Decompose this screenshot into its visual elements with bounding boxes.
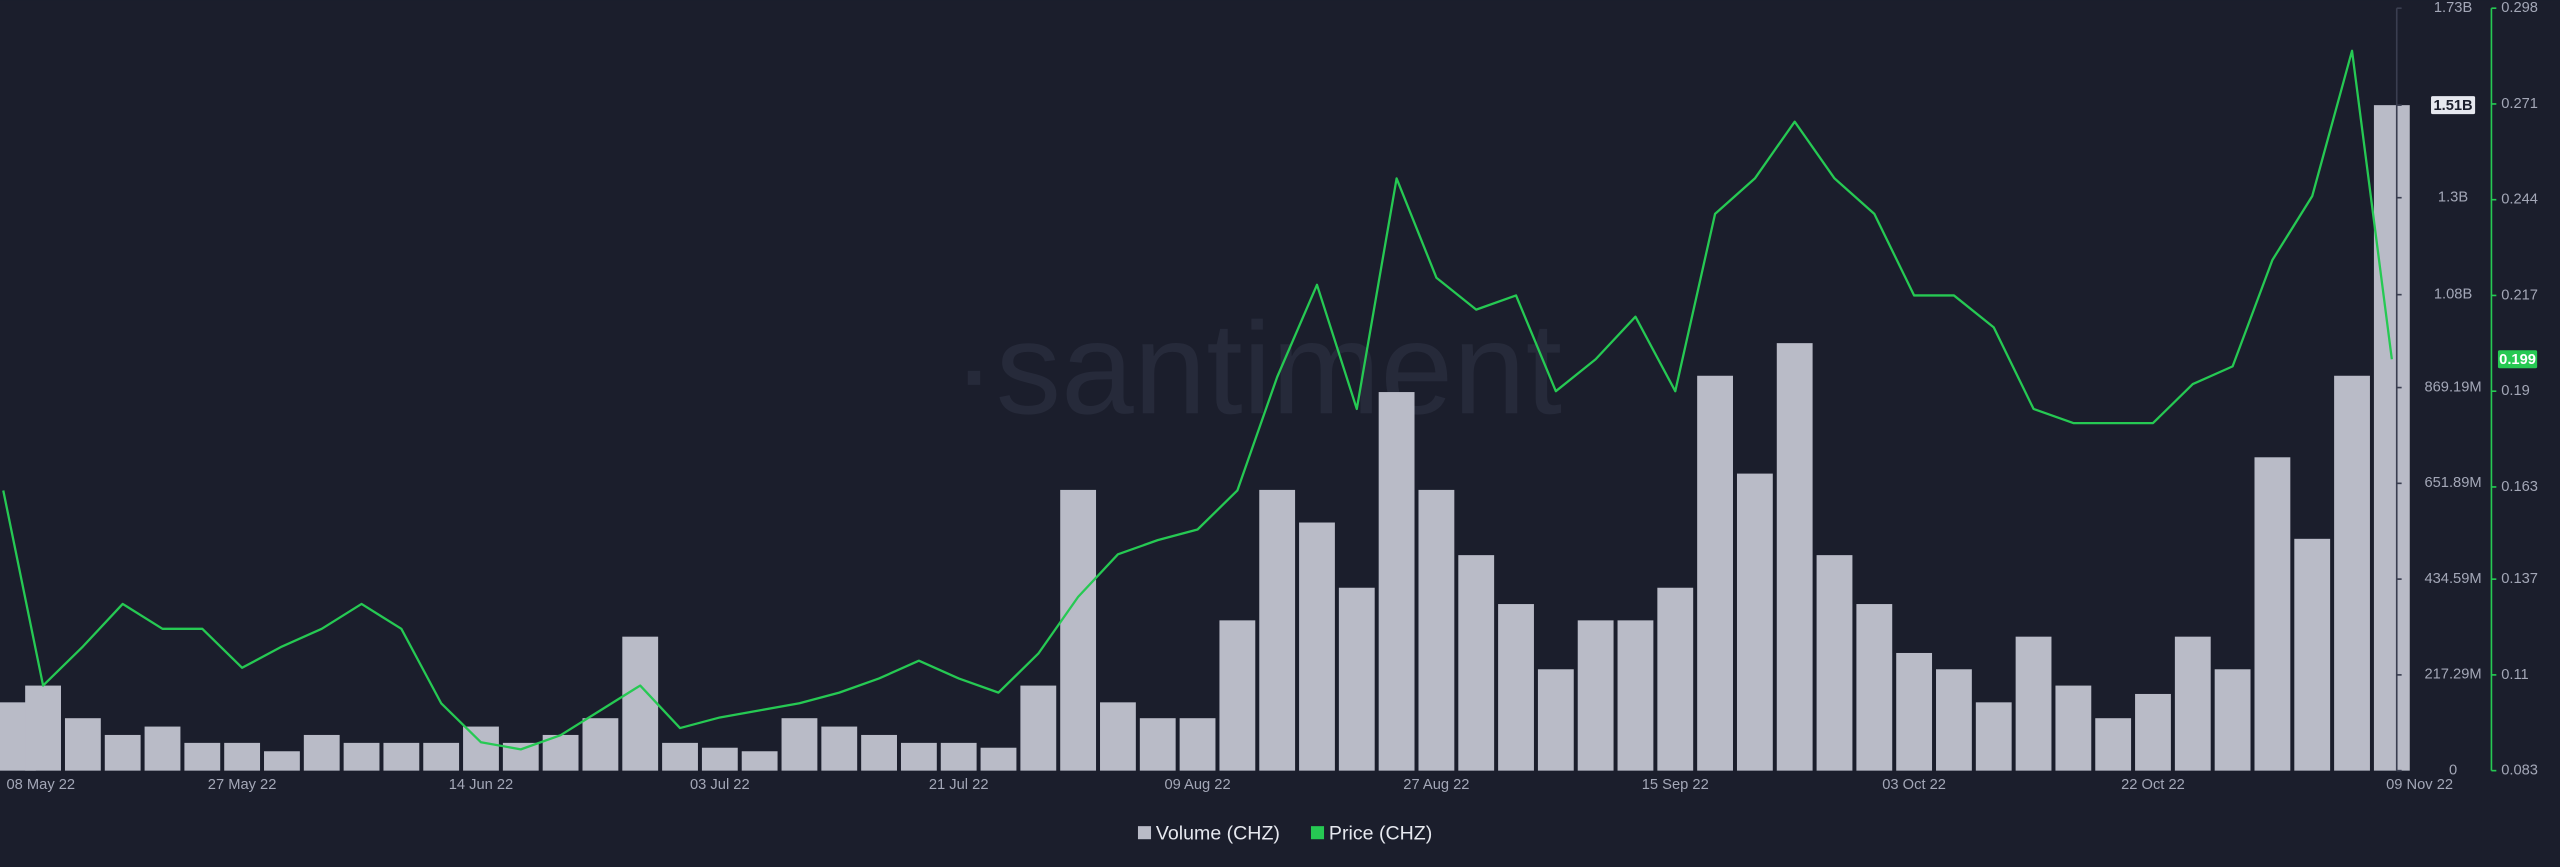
volume-bar — [1975, 702, 2012, 771]
volume-bar — [2334, 375, 2370, 771]
volume-bar — [741, 751, 778, 771]
volume-bar — [1816, 555, 1853, 771]
y2-tick-label: 0.244 — [2501, 192, 2538, 208]
volume-bar — [1617, 620, 1654, 771]
volume-bar — [1776, 343, 1813, 771]
volume-bar — [224, 742, 261, 771]
volume-bar — [2294, 538, 2331, 771]
volume-bar — [264, 751, 300, 771]
volume-bar — [1378, 392, 1415, 771]
volume-bar — [940, 742, 977, 771]
volume-bar — [64, 718, 101, 771]
price-line — [2, 49, 2393, 751]
volume-bar — [2095, 718, 2132, 771]
legend-swatch — [1137, 826, 1152, 840]
y2-tick-label: 0.11 — [2501, 667, 2529, 683]
x-tick-label: 09 Aug 22 — [1164, 777, 1230, 793]
volume-bar — [2254, 457, 2291, 771]
volume-bar — [662, 742, 698, 771]
volume-bar — [1657, 587, 1694, 771]
x-tick-label: 08 May 22 — [7, 777, 76, 793]
volume-bar — [423, 742, 460, 771]
current-price-label: 0.199 — [2499, 352, 2536, 368]
x-tick-label: 27 Aug 22 — [1403, 777, 1469, 793]
volume-bar — [2174, 636, 2211, 771]
volume-bar — [1338, 587, 1375, 771]
volume-bar — [1020, 685, 1057, 771]
volume-bar — [1936, 669, 1972, 771]
x-tick-label: 15 Sep 22 — [1642, 777, 1709, 793]
y2-tick-label: 0.298 — [2501, 0, 2538, 16]
volume-bar — [900, 742, 937, 771]
x-tick-label: 22 Oct 22 — [2121, 777, 2185, 793]
volume-bar — [2015, 636, 2052, 771]
volume-bar — [383, 742, 420, 771]
volume-bar — [781, 718, 818, 771]
y-tick-label: 1.51B — [2433, 98, 2472, 114]
volume-bar — [622, 636, 659, 771]
x-tick-label: 03 Jul 22 — [690, 777, 750, 793]
y2-tick-label: 0.137 — [2501, 571, 2538, 587]
volume-bar — [1577, 620, 1614, 771]
y2-tick-label: 0.083 — [2501, 763, 2538, 779]
volume-bar — [980, 747, 1017, 771]
y-tick-label: 0 — [2449, 763, 2457, 779]
volume-bar — [1179, 718, 1216, 771]
y-tick-label: 651.89M — [2424, 475, 2481, 491]
y2-tick-label: 0.163 — [2501, 479, 2538, 495]
volume-bar — [821, 726, 858, 771]
volume-bar — [2135, 693, 2171, 771]
legend-label: Price (CHZ) — [1329, 822, 1432, 844]
y-tick-label: 217.29M — [2424, 667, 2481, 683]
volume-bar — [1100, 702, 1136, 771]
volume-bar — [343, 742, 380, 771]
x-tick-label: 03 Oct 22 — [1882, 777, 1946, 793]
volume-bar — [1139, 718, 1176, 771]
y-tick-label: 869.19M — [2424, 379, 2481, 395]
volume-bar — [1458, 555, 1495, 771]
volume-bar — [1856, 604, 1893, 771]
volume-bar — [1259, 489, 1296, 771]
y2-tick-label: 0.217 — [2501, 287, 2538, 303]
legend-label: Volume (CHZ) — [1156, 822, 1280, 844]
volume-bar — [184, 742, 221, 771]
x-tick-label: 27 May 22 — [208, 777, 277, 793]
y-tick-label: 1.08B — [2434, 287, 2473, 303]
volume-bar — [144, 726, 181, 771]
volume-bar — [2373, 105, 2410, 771]
current-price-box — [2497, 350, 2538, 369]
x-tick-label: 14 Jun 22 — [449, 777, 514, 793]
volume-bar — [104, 734, 141, 771]
volume-bar — [1299, 522, 1335, 771]
x-tick-label: 21 Jul 22 — [929, 777, 989, 793]
volume-bar — [303, 734, 340, 771]
y-tick-label: 1.73B — [2434, 0, 2473, 16]
volume-bar — [542, 734, 579, 771]
current-volume-box — [2431, 96, 2476, 115]
volume-bar — [1896, 652, 1933, 771]
volume-bar — [2214, 669, 2251, 771]
volume-bar — [582, 718, 619, 771]
volume-bar — [2055, 685, 2092, 771]
volume-bar — [1060, 489, 1097, 771]
volume-bar — [463, 726, 499, 771]
y2-tick-label: 0.271 — [2501, 96, 2538, 112]
volume-bar — [1736, 473, 1773, 771]
volume-bar — [1418, 489, 1455, 771]
volume-bar — [1219, 620, 1256, 771]
legend-swatch — [1310, 826, 1325, 840]
volume-bar — [1697, 375, 1733, 771]
volume-bar — [861, 734, 897, 771]
volume-bar — [701, 747, 738, 771]
volume-bar — [1498, 604, 1534, 771]
y-tick-label: 1.3B — [2438, 190, 2468, 206]
y-tick-label: 434.59M — [2424, 571, 2481, 587]
watermark: ·santiment — [952, 295, 1562, 441]
y2-tick-label: 0.19 — [2501, 383, 2530, 399]
volume-bar — [1537, 669, 1574, 771]
x-tick-label: 09 Nov 22 — [2386, 777, 2453, 793]
volume-bar — [25, 685, 61, 771]
